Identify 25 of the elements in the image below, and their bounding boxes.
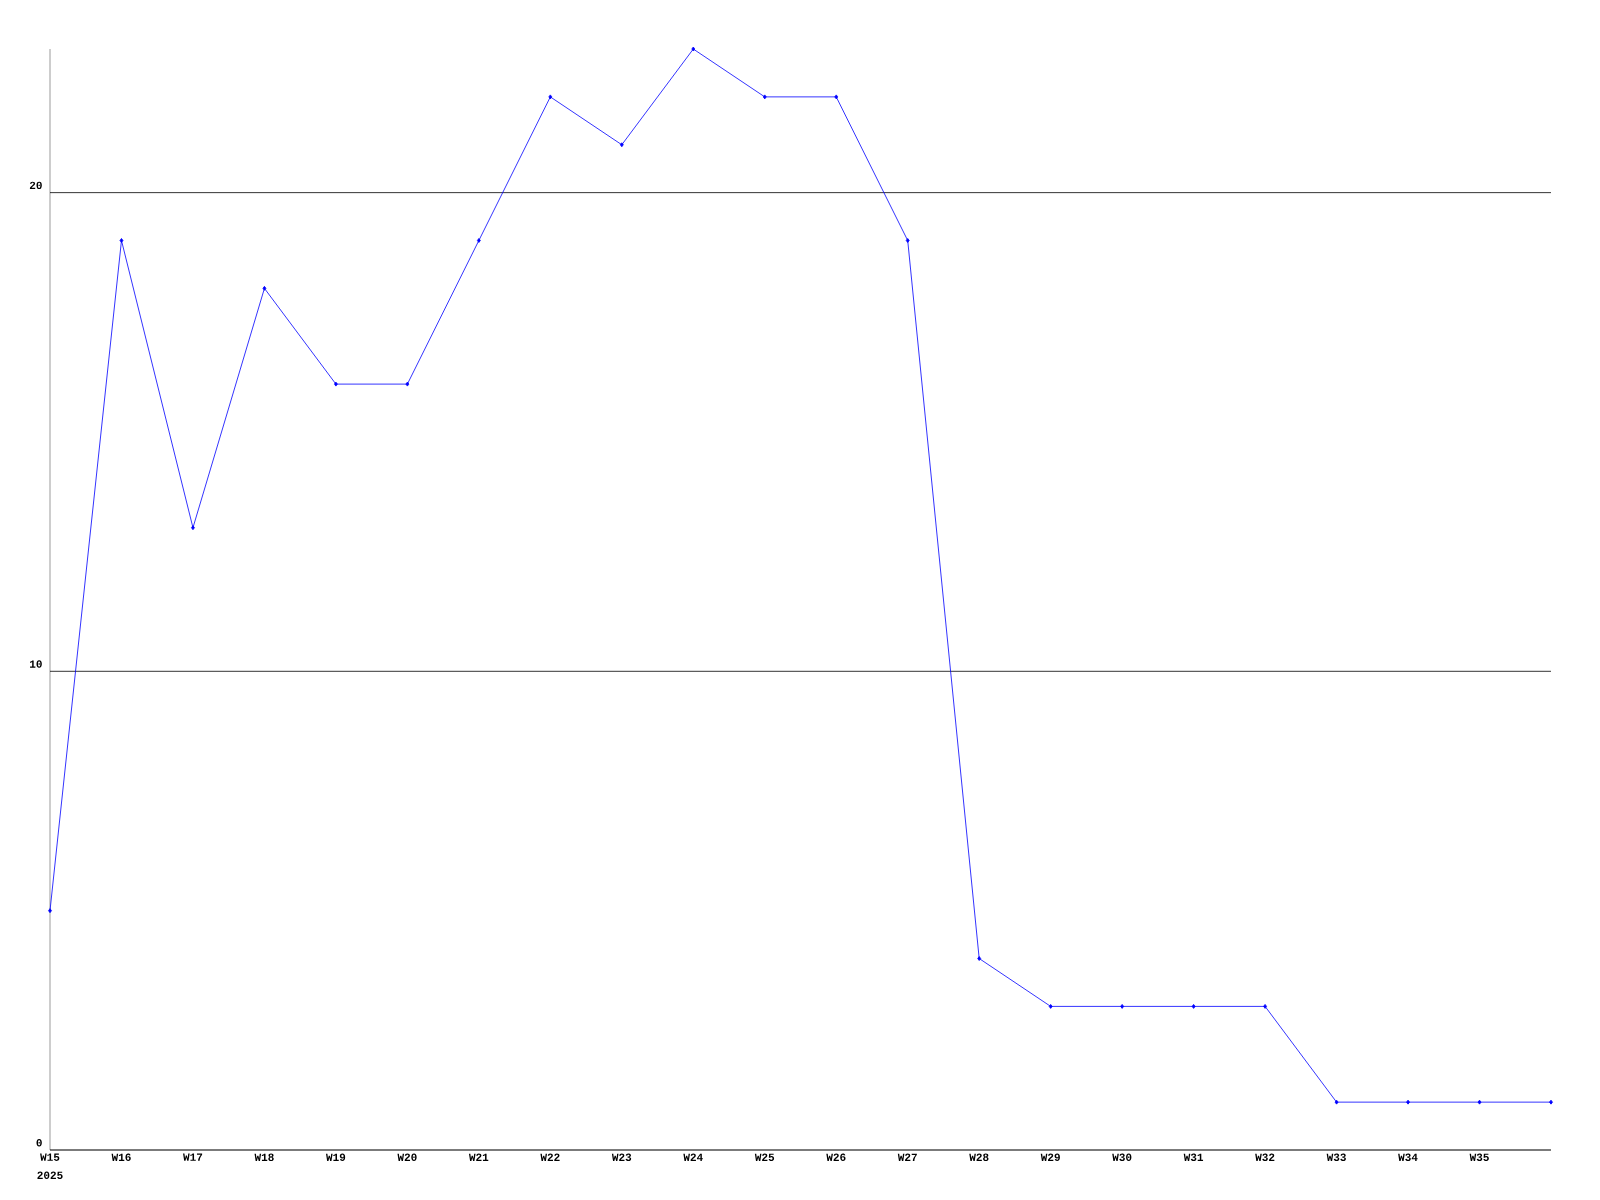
x-tick-label: W23 — [611, 1153, 632, 1162]
text: 2025 — [37, 1171, 63, 1179]
x-tick-label: W34 — [1398, 1153, 1418, 1162]
x-tick-label: W32 — [1255, 1153, 1275, 1162]
x-tick-label: W29 — [1040, 1153, 1060, 1161]
x-tick-label: W25 — [754, 1153, 775, 1161]
x-tick-label: W30 — [1112, 1153, 1132, 1162]
x-tick-label: W19 — [326, 1153, 346, 1161]
x-tick-label: W21 — [468, 1153, 489, 1161]
x-tick-label: W24 — [683, 1153, 703, 1161]
x-tick-label: W22 — [540, 1153, 560, 1161]
x-tick-label: W35 — [1469, 1153, 1489, 1162]
y-tick-label: 20 — [29, 181, 42, 190]
y-tick-label: 10 — [30, 660, 42, 668]
x-tick-label: W27 — [897, 1153, 917, 1161]
x-tick-label: W17 — [183, 1153, 203, 1161]
x-tick-label: W26 — [826, 1153, 846, 1161]
x-tick-label: W18 — [254, 1153, 274, 1161]
x-tick-label: W33 — [1326, 1153, 1346, 1162]
x-tick-label: W20 — [397, 1153, 417, 1161]
x-tick-label: W28 — [969, 1153, 989, 1161]
x-tick-label: W16 — [111, 1153, 131, 1161]
x-tick-label: W31 — [1183, 1153, 1204, 1162]
x-tick-label: W15 — [40, 1153, 60, 1161]
y-tick-label: 0 — [36, 1139, 42, 1147]
